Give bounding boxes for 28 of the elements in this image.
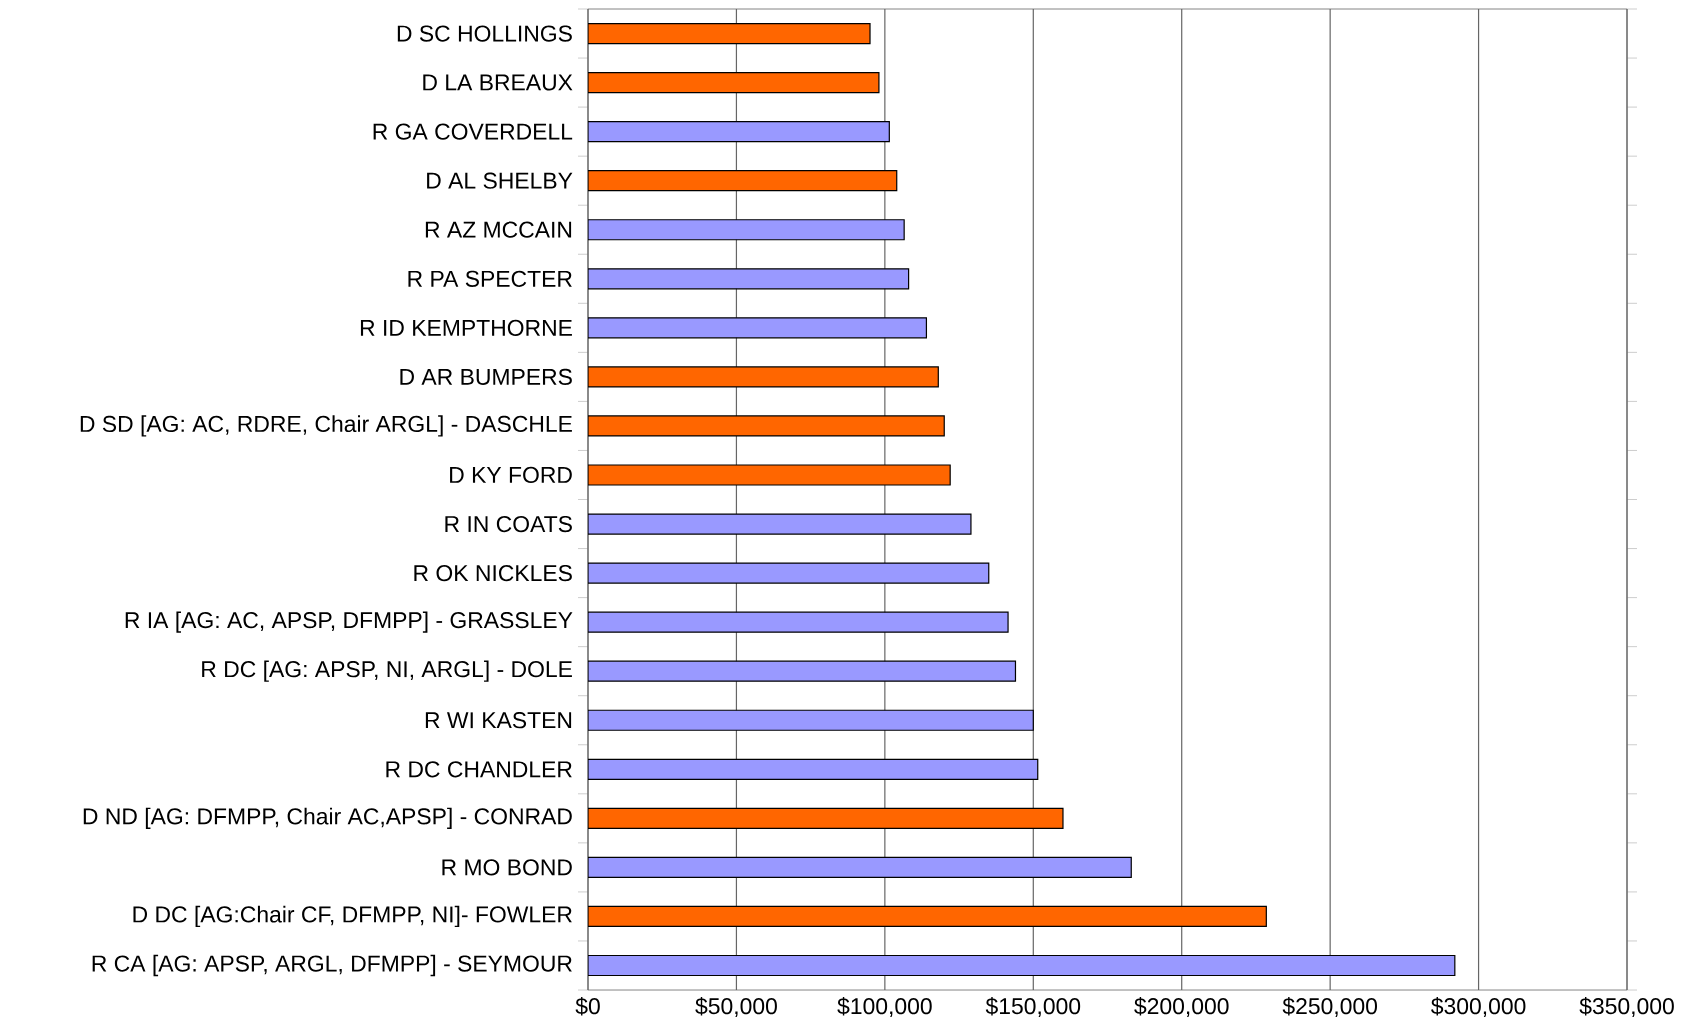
y-tick-label: R DC [AG: APSP, NI, ARGL] - DOLE	[202, 660, 572, 682]
x-tick-label: $350,000	[1579, 997, 1674, 1017]
y-tick-label: R MO BOND	[442, 859, 572, 876]
x-tick-label: $0	[575, 997, 600, 1016]
y-tick-label: R CA [AG: APSP, ARGL, DFMPP] - SEYMOUR	[92, 954, 572, 977]
y-tick-label: R IA [AG: AC, APSP, DFMPP] - GRASSLEY	[125, 611, 573, 633]
x-tick-label: $200,000	[1134, 997, 1229, 1017]
x-tick-label: $100,000	[837, 997, 932, 1017]
x-tick-label: $300,000	[1431, 997, 1526, 1017]
y-tick-label: R WI KASTEN	[425, 712, 572, 729]
y-tick-label: D SC HOLLINGS	[397, 25, 572, 42]
y-tick-label: D ND [AG: DFMPP, Chair AC,APSP] - CONRAD	[83, 807, 572, 830]
y-tick-label: R ID KEMPTHORNE	[360, 319, 572, 336]
y-tick-label: R DC CHANDLER	[386, 761, 572, 778]
y-tick-label: D DC [AG:Chair CF, DFMPP, NI]- FOWLER	[133, 905, 572, 928]
y-tick-label: D AL SHELBY	[427, 172, 573, 189]
x-tick-label: $50,000	[695, 997, 777, 1017]
y-tick-label: R GA COVERDELL	[373, 123, 573, 140]
y-tick-label: D AR BUMPERS	[400, 368, 572, 385]
x-tick-label: $250,000	[1282, 997, 1378, 1017]
y-tick-label: D LA BREAUX	[423, 74, 573, 91]
y-tick-label: R OK NICKLES	[414, 564, 572, 582]
y-tick-label: D SD [AG: AC, RDRE, Chair ARGL] - DASCHLE	[80, 415, 572, 437]
y-tick-label: D KY FORD	[450, 466, 572, 484]
x-tick-label: $150,000	[985, 997, 1081, 1017]
y-tick-label: R PA SPECTER	[408, 270, 572, 287]
y-tick-label: R AZ MCCAIN	[425, 221, 572, 238]
y-tick-label: R IN COATS	[445, 515, 572, 533]
